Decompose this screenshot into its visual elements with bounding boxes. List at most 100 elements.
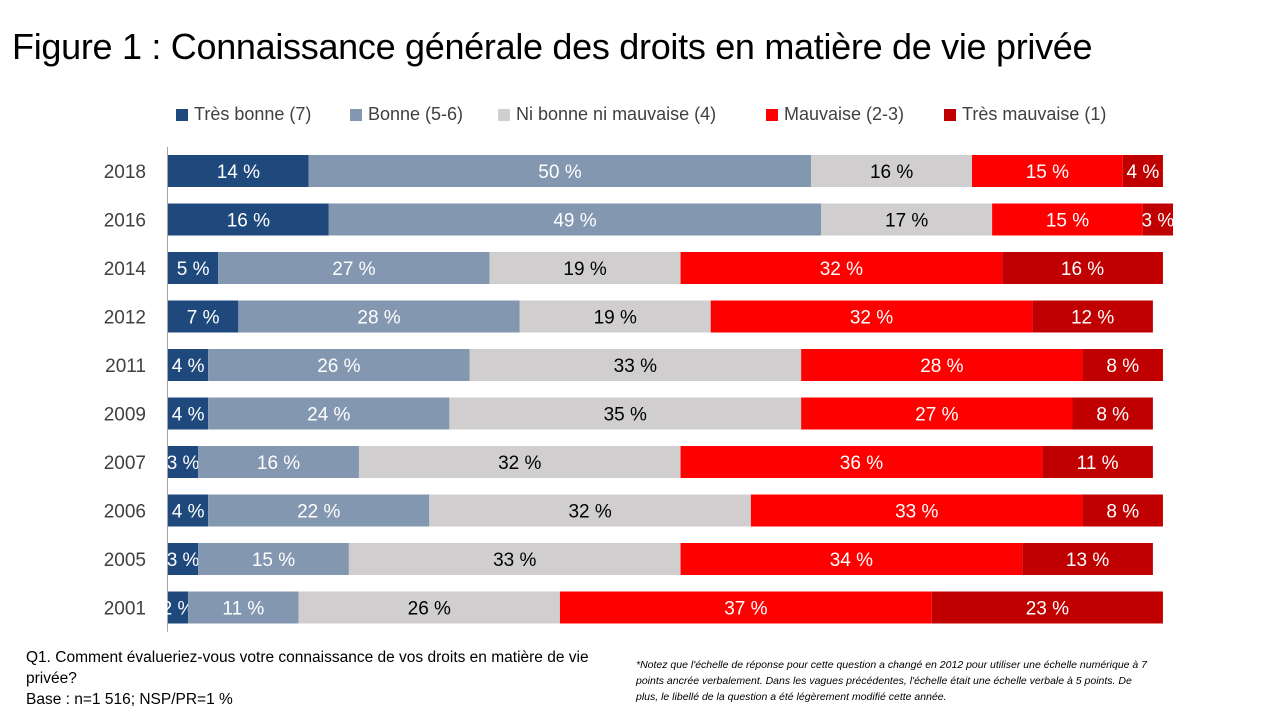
bar-2014-bonne-5-6 <box>218 252 490 284</box>
data-label-2001-bonne-5-6: 11 % <box>222 599 264 620</box>
data-label-2014-tres-mauvaise-1: 16 % <box>1061 259 1104 280</box>
data-label-2007-tres-bonne-7: 3 % <box>167 453 200 474</box>
y-tick-label-2009: 2009 <box>104 405 146 426</box>
data-label-2006-mauvaise-2-3: 33 % <box>895 502 938 523</box>
data-label-2018-tres-bonne-7: 14 % <box>217 162 260 183</box>
legend-item-mauvaise-2-3: Mauvaise (2-3) <box>766 104 904 125</box>
legend: Très bonne (7) Bonne (5-6) Ni bonne ni mau… <box>0 104 1280 126</box>
data-label-2016-tres-mauvaise-1: 3 % <box>1142 211 1175 232</box>
bar-2001-tres-mauvaise-1 <box>931 591 1163 624</box>
data-label-2012-ni-bonne-ni-mauvaise-4: 19 % <box>594 308 637 329</box>
bar-2005-bonne-5-6 <box>198 543 349 575</box>
bar-2016-ni-bonne-ni-mauvaise-4 <box>821 203 993 236</box>
bar-2018-bonne-5-6 <box>308 155 812 187</box>
data-label-2014-bonne-5-6: 27 % <box>332 259 375 280</box>
data-label-2018-ni-bonne-ni-mauvaise-4: 16 % <box>870 162 913 183</box>
bar-2018-mauvaise-2-3 <box>972 155 1123 187</box>
bar-2012-tres-bonne-7 <box>168 300 239 333</box>
bar-2012-ni-bonne-ni-mauvaise-4 <box>519 300 711 333</box>
bar-2007-bonne-5-6 <box>198 446 359 478</box>
chart-title: Figure 1 : Connaissance générale des dro… <box>12 26 1093 67</box>
legend-label-tres-mauvaise-1: Très mauvaise (1) <box>962 104 1107 124</box>
data-label-2001-tres-mauvaise-1: 23 % <box>1026 599 1069 620</box>
bar-2011-tres-bonne-7 <box>168 349 209 381</box>
data-label-2018-tres-mauvaise-1: 4 % <box>1126 162 1159 183</box>
data-label-2006-tres-bonne-7: 4 % <box>172 502 205 523</box>
legend-item-ni-bonne-ni-mauvaise-4: Ni bonne ni mauvaise (4) <box>498 104 716 125</box>
legend-swatch-tres-bonne-7 <box>176 108 188 121</box>
data-label-2016-mauvaise-2-3: 15 % <box>1046 211 1089 232</box>
data-label-2007-ni-bonne-ni-mauvaise-4: 32 % <box>498 453 541 474</box>
data-label-2009-tres-bonne-7: 4 % <box>172 405 205 426</box>
bar-2014-mauvaise-2-3 <box>680 252 1003 284</box>
data-label-2014-tres-bonne-7: 5 % <box>177 259 210 280</box>
bar-2001-mauvaise-2-3 <box>559 591 932 624</box>
bar-2012-mauvaise-2-3 <box>710 300 1033 333</box>
bar-2016-tres-bonne-7 <box>168 203 329 236</box>
legend-label-bonne-5-6: Bonne (5-6) <box>368 104 464 124</box>
data-label-2012-bonne-5-6: 28 % <box>357 308 400 329</box>
data-label-2011-bonne-5-6: 26 % <box>317 356 360 377</box>
data-label-2006-bonne-5-6: 22 % <box>297 502 340 523</box>
data-label-2001-ni-bonne-ni-mauvaise-4: 26 % <box>408 599 451 620</box>
data-label-2005-mauvaise-2-3: 34 % <box>830 550 873 571</box>
bar-2001-tres-bonne-7 <box>168 591 189 624</box>
bar-2006-mauvaise-2-3 <box>750 494 1083 527</box>
data-label-2018-bonne-5-6: 50 % <box>538 162 581 183</box>
y-tick-label-2016: 2016 <box>104 211 146 232</box>
data-label-2009-bonne-5-6: 24 % <box>307 405 350 426</box>
bar-2001-ni-bonne-ni-mauvaise-4 <box>298 591 560 624</box>
data-label-2011-ni-bonne-ni-mauvaise-4: 33 % <box>614 356 657 377</box>
bar-2006-bonne-5-6 <box>208 494 430 527</box>
y-tick-label-2012: 2012 <box>104 308 146 329</box>
y-tick-label-2011: 2011 <box>105 356 146 377</box>
y-tick-label-2014: 2014 <box>104 259 147 280</box>
question-footnote: Q1. Comment évalueriez-vous votre connai… <box>26 647 626 710</box>
y-tick-label-2006: 2006 <box>104 502 146 523</box>
scale-change-note: *Notez que l'échelle de réponse pour cet… <box>636 659 1148 703</box>
bar-2016-tres-mauvaise-1 <box>1142 203 1173 236</box>
data-label-2005-tres-mauvaise-1: 13 % <box>1066 550 1109 571</box>
data-label-2007-bonne-5-6: 16 % <box>257 453 300 474</box>
bar-2011-mauvaise-2-3 <box>801 349 1083 381</box>
data-label-2005-ni-bonne-ni-mauvaise-4: 33 % <box>493 550 536 571</box>
y-tick-label-2007: 2007 <box>104 453 146 474</box>
bar-2006-tres-mauvaise-1 <box>1082 494 1163 527</box>
legend-label-tres-bonne-7: Très bonne (7) <box>194 104 312 124</box>
data-label-2011-tres-bonne-7: 4 % <box>172 356 205 377</box>
bar-2018-tres-mauvaise-1 <box>1122 155 1163 187</box>
data-label-2011-tres-mauvaise-1: 8 % <box>1106 356 1139 377</box>
bar-2001-bonne-5-6 <box>188 591 299 624</box>
bar-2007-tres-mauvaise-1 <box>1042 446 1153 478</box>
legend-swatch-ni-bonne-ni-mauvaise-4 <box>498 108 510 121</box>
bar-2012-tres-mauvaise-1 <box>1032 300 1153 333</box>
bar-2005-mauvaise-2-3 <box>680 543 1023 575</box>
bar-2009-mauvaise-2-3 <box>801 397 1073 430</box>
legend-swatch-mauvaise-2-3 <box>766 108 778 121</box>
legend-item-tres-mauvaise-1: Très mauvaise (1) <box>944 104 1106 125</box>
bar-2005-tres-bonne-7 <box>168 543 199 575</box>
data-label-2012-mauvaise-2-3: 32 % <box>850 308 893 329</box>
data-label-2007-mauvaise-2-3: 36 % <box>840 453 883 474</box>
bar-2011-bonne-5-6 <box>208 349 470 381</box>
bar-2005-tres-mauvaise-1 <box>1022 543 1153 575</box>
data-label-2012-tres-bonne-7: 7 % <box>187 308 220 329</box>
data-label-2009-mauvaise-2-3: 27 % <box>915 405 958 426</box>
bar-2016-mauvaise-2-3 <box>992 203 1143 236</box>
data-label-2012-tres-mauvaise-1: 12 % <box>1071 308 1114 329</box>
data-label-2016-bonne-5-6: 49 % <box>553 211 596 232</box>
legend-label-ni-bonne-ni-mauvaise-4: Ni bonne ni mauvaise (4) <box>516 104 717 124</box>
data-label-2005-bonne-5-6: 15 % <box>252 550 295 571</box>
bar-2011-tres-mauvaise-1 <box>1082 349 1163 381</box>
bar-2009-ni-bonne-ni-mauvaise-4 <box>449 397 802 430</box>
legend-label-mauvaise-2-3: Mauvaise (2-3) <box>784 104 905 124</box>
bar-2014-tres-bonne-7 <box>168 252 219 284</box>
bar-2012-bonne-5-6 <box>238 300 520 333</box>
data-label-2001-mauvaise-2-3: 37 % <box>724 599 767 620</box>
data-label-2005-tres-bonne-7: 3 % <box>167 550 200 571</box>
bar-2006-tres-bonne-7 <box>168 494 209 527</box>
bar-2006-ni-bonne-ni-mauvaise-4 <box>429 494 751 527</box>
bar-2007-mauvaise-2-3 <box>680 446 1043 478</box>
data-label-2014-mauvaise-2-3: 32 % <box>820 259 863 280</box>
y-tick-label-2001: 2001 <box>104 599 146 620</box>
